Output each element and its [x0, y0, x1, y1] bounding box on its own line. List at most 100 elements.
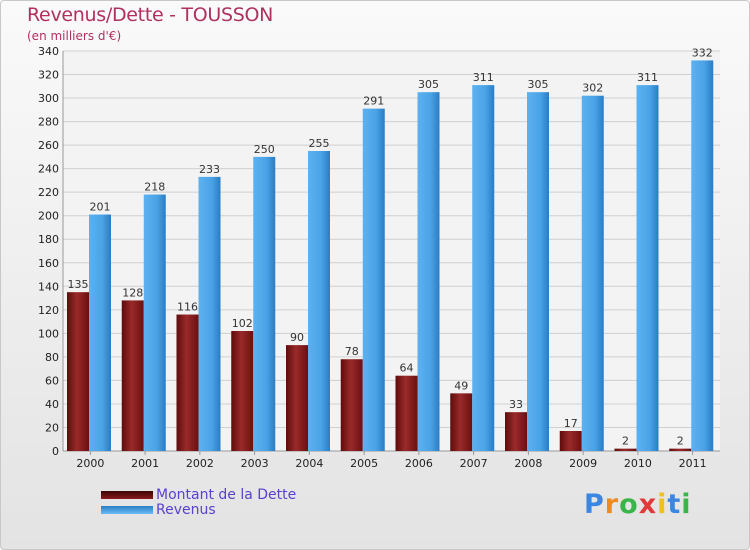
debt-bar-2007: [450, 393, 473, 451]
x-tick-label-2002: 2002: [186, 457, 214, 470]
debt-bar-2006: [395, 375, 418, 451]
x-tick-label-2008: 2008: [514, 457, 542, 470]
debt-value-label-2003: 102: [232, 317, 253, 330]
y-tick-label: 80: [45, 351, 59, 364]
logo-letter: o: [619, 489, 639, 520]
debt-bar-2003: [231, 331, 254, 451]
legend-swatch-debt: [101, 491, 153, 499]
debt-value-label-2000: 135: [68, 278, 89, 291]
y-tick-label: 120: [38, 304, 59, 317]
legend-swatch-revenus: [101, 506, 153, 514]
y-tick-label: 60: [45, 374, 59, 387]
debt-value-label-2002: 116: [177, 301, 198, 314]
y-tick-label: 240: [38, 163, 59, 176]
debt-value-label-2011: 2: [677, 435, 684, 448]
revenus-value-label-2010: 311: [637, 71, 658, 84]
revenus-value-label-2011: 332: [692, 46, 713, 59]
debt-value-label-2004: 90: [290, 331, 304, 344]
debt-bar-2004: [286, 345, 308, 451]
debt-bar-2010: [614, 448, 637, 451]
debt-bar-2001: [121, 300, 144, 451]
logo-letter: x: [638, 489, 658, 520]
y-tick-label: 20: [45, 421, 59, 434]
x-axis-ticks: 2000 2001 2002 2003 2004 2005 2006 2007 2008 2009…: [76, 451, 707, 470]
debt-bar-2008: [505, 412, 527, 451]
logo-letter: r: [604, 489, 620, 520]
y-tick-label: 260: [38, 139, 59, 152]
grid-lines: [62, 50, 720, 452]
y-tick-label: 100: [38, 327, 59, 340]
revenus-bar-2000: [89, 214, 111, 451]
x-tick-label-2005: 2005: [350, 457, 378, 470]
y-tick-label: 320: [38, 69, 59, 82]
x-tick-label-2011: 2011: [679, 457, 707, 470]
proxiti-logo: Proxiti: [584, 489, 692, 520]
debt-value-label-2009: 17: [564, 417, 578, 430]
revenus-value-label-2006: 305: [418, 78, 439, 91]
debt-bar-2002: [176, 314, 199, 451]
debt-value-label-2007: 49: [454, 379, 468, 392]
revenus-value-label-2001: 218: [144, 181, 165, 194]
debt-value-label-2006: 64: [400, 362, 414, 375]
bars: 1352011282181162331022509025578291643054…: [67, 46, 714, 452]
debt-value-label-2005: 78: [345, 345, 359, 358]
x-tick-label-2006: 2006: [405, 457, 433, 470]
revenus-value-label-2005: 291: [363, 95, 384, 108]
revenus-bar-2005: [362, 108, 385, 451]
debt-value-label-2008: 33: [509, 398, 523, 411]
revenus-value-label-2002: 233: [199, 163, 220, 176]
revenus-bar-2008: [527, 92, 549, 452]
logo-letter: t: [667, 489, 682, 520]
y-tick-label: 300: [38, 92, 59, 105]
y-tick-label: 200: [38, 210, 59, 223]
x-tick-label-2003: 2003: [241, 457, 269, 470]
debt-bar-2009: [559, 431, 582, 451]
logo-letter: i: [657, 489, 668, 520]
x-tick-label-2010: 2010: [624, 457, 652, 470]
revenus-bar-2009: [581, 95, 604, 452]
x-tick-label-2004: 2004: [295, 457, 323, 470]
x-tick-label-2007: 2007: [460, 457, 488, 470]
revenus-value-label-2000: 201: [90, 201, 111, 214]
y-tick-label: 40: [45, 398, 59, 411]
legend-label-debt: Montant de la Dette: [156, 487, 297, 503]
legend-label-revenus: Revenus: [156, 502, 216, 518]
x-tick-label-2009: 2009: [569, 457, 597, 470]
revenus-bar-2006: [417, 92, 440, 452]
y-tick-label: 280: [38, 116, 59, 129]
revenus-bar-2002: [198, 176, 221, 451]
plot-background: [63, 51, 720, 451]
revenus-value-label-2008: 305: [528, 78, 549, 91]
revenus-value-label-2003: 250: [254, 143, 275, 156]
revenus-value-label-2009: 302: [582, 82, 603, 95]
y-tick-label: 140: [38, 280, 59, 293]
revenus-value-label-2004: 255: [309, 137, 330, 150]
debt-value-label-2001: 128: [122, 286, 143, 299]
chart-subtitle: (en milliers d'€): [27, 29, 122, 43]
logo-letter: i: [681, 489, 692, 520]
revenus-bar-2003: [253, 156, 276, 451]
y-tick-label: 180: [38, 233, 59, 246]
chart-title: Revenus/Dette - TOUSSON: [27, 4, 274, 26]
y-tick-label: 340: [38, 45, 59, 58]
legend-item-debt: Montant de la Dette: [101, 487, 296, 503]
revenus-bar-2010: [636, 85, 659, 451]
debt-value-label-2010: 2: [622, 435, 629, 448]
revenus-bar-2011: [691, 60, 714, 451]
debt-bar-2011: [669, 448, 692, 451]
revenus-value-label-2007: 311: [473, 71, 494, 84]
revenus-bar-2001: [143, 194, 166, 451]
y-tick-label: 220: [38, 186, 59, 199]
x-tick-label-2000: 2000: [76, 457, 104, 470]
revenus-bar-2004: [308, 151, 330, 451]
debt-bar-2000: [67, 292, 89, 451]
y-tick-label: 160: [38, 257, 59, 270]
logo-letter: P: [584, 489, 605, 520]
x-tick-label-2001: 2001: [131, 457, 159, 470]
debt-bar-2005: [340, 359, 363, 451]
revenus-bar-2007: [472, 85, 495, 451]
plot-area: [63, 51, 720, 451]
legend-item-revenus: Revenus: [101, 502, 216, 518]
